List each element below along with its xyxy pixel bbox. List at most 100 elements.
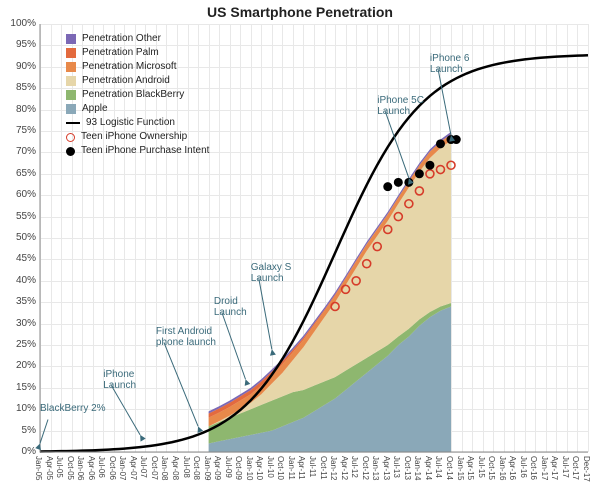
x-tick-label: Oct-11	[319, 456, 328, 479]
x-tick-label: Apr-09	[213, 456, 222, 480]
y-tick-label: 45%	[4, 253, 36, 264]
legend-label: Penetration Android	[82, 74, 170, 88]
x-tick-label: Jan-16	[498, 456, 507, 480]
x-tick-label: Jul-09	[224, 456, 233, 478]
annot-label: First Androidphone launch	[156, 326, 216, 348]
x-tick-label: Jul-05	[55, 456, 64, 478]
x-tick-label: Jan-11	[287, 456, 296, 480]
annot-arrow	[111, 385, 140, 435]
legend-swatch	[66, 122, 80, 124]
x-tick-label: Jan-08	[160, 456, 169, 480]
x-tick-label: Apr-16	[508, 456, 517, 480]
x-tick-label: Oct-12	[361, 456, 370, 480]
x-tick-label: Oct-07	[150, 456, 159, 480]
y-tick-label: 5%	[4, 425, 36, 436]
x-tick-label: Jan-15	[456, 456, 465, 480]
legend-item: Penetration Other	[66, 32, 209, 46]
x-tick-label: Dec-17	[582, 456, 591, 482]
annot-label: Galaxy SLaunch	[251, 262, 292, 284]
y-tick-label: 70%	[4, 146, 36, 157]
legend-item: Penetration Android	[66, 74, 209, 88]
x-tick-label: Oct-14	[445, 456, 454, 480]
annot-label: iPhone 5CLaunch	[377, 95, 424, 117]
x-tick-label: Jul-14	[434, 456, 443, 478]
annot-label: iPhone 6Launch	[430, 53, 469, 75]
annot-arrow	[438, 69, 451, 136]
teen-intent-marker	[394, 178, 402, 186]
legend-swatch	[66, 62, 76, 72]
x-tick-label: Jan-10	[245, 456, 254, 480]
y-tick-label: 10%	[4, 403, 36, 414]
y-tick-label: 20%	[4, 360, 36, 371]
annot-arrow	[259, 278, 272, 349]
x-tick-label: Apr-15	[466, 456, 475, 480]
x-tick-label: Oct-08	[192, 456, 201, 480]
x-tick-label: Jan-13	[371, 456, 380, 480]
y-tick-label: 30%	[4, 318, 36, 329]
x-tick-label: Jan-17	[540, 456, 549, 480]
chart-root: US Smartphone Penetration 0%5%10%15%20%2…	[0, 0, 600, 504]
annot-label: DroidLaunch	[214, 296, 247, 318]
annot-arrowhead	[243, 378, 251, 386]
y-tick-label: 90%	[4, 61, 36, 72]
x-tick-label: Jul-08	[182, 456, 191, 478]
legend-swatch	[66, 48, 76, 58]
x-tick-label: Jul-17	[561, 456, 570, 478]
x-tick-label: Oct-09	[234, 456, 243, 480]
legend-swatch	[66, 76, 76, 86]
legend-swatch	[66, 133, 75, 142]
annot-arrowhead	[138, 433, 146, 441]
annot-arrow	[40, 419, 48, 443]
x-tick-label: Apr-17	[550, 456, 559, 480]
x-tick-label: Jan-06	[76, 456, 85, 480]
legend-label: Penetration Microsoft	[82, 60, 177, 74]
legend-item: Penetration BlackBerry	[66, 88, 209, 102]
x-tick-label: Apr-12	[340, 456, 349, 480]
y-tick-label: 15%	[4, 382, 36, 393]
legend-label: 93 Logistic Function	[86, 116, 175, 130]
y-tick-label: 80%	[4, 104, 36, 115]
x-tick-label: Jul-06	[97, 456, 106, 478]
x-tick-label: Jan-14	[413, 456, 422, 480]
x-tick-label: Oct-15	[487, 456, 496, 480]
legend-label: Penetration Other	[82, 32, 161, 46]
y-tick-label: 25%	[4, 339, 36, 350]
x-tick-label: Apr-05	[45, 456, 54, 480]
legend-swatch	[66, 104, 76, 114]
legend-item: Teen iPhone Purchase Intent	[66, 144, 209, 158]
x-tick-label: Jul-16	[519, 456, 528, 478]
x-tick-label: Jul-10	[266, 456, 275, 478]
y-tick-label: 65%	[4, 168, 36, 179]
x-tick-label: Jul-12	[350, 456, 359, 478]
y-tick-label: 85%	[4, 82, 36, 93]
y-tick-label: 55%	[4, 211, 36, 222]
legend-swatch	[66, 90, 76, 100]
x-tick-label: Jan-05	[34, 456, 43, 480]
legend-swatch	[66, 147, 75, 156]
y-tick-label: 95%	[4, 39, 36, 50]
y-tick-label: 60%	[4, 189, 36, 200]
x-tick-label: Apr-11	[297, 456, 306, 479]
x-tick-label: Oct-13	[403, 456, 412, 480]
x-tick-label: Oct-10	[276, 456, 285, 480]
legend-label: Teen iPhone Purchase Intent	[81, 144, 209, 158]
x-tick-label: Oct-16	[529, 456, 538, 480]
y-tick-label: 75%	[4, 125, 36, 136]
legend-item: Penetration Microsoft	[66, 60, 209, 74]
x-tick-label: Apr-07	[129, 456, 138, 480]
legend: Penetration OtherPenetration PalmPenetra…	[66, 32, 209, 158]
x-tick-label: Apr-08	[171, 456, 180, 480]
x-tick-label: Jul-15	[477, 456, 486, 478]
x-tick-label: Apr-14	[424, 456, 433, 480]
annot-label: iPhoneLaunch	[103, 369, 136, 391]
x-tick-label: Jul-07	[139, 456, 148, 478]
legend-item: Teen iPhone Ownership	[66, 130, 209, 144]
annot-label: BlackBerry 2%	[40, 403, 106, 414]
legend-item: 93 Logistic Function	[66, 116, 209, 130]
x-tick-label: Apr-13	[382, 456, 391, 480]
y-tick-label: 40%	[4, 275, 36, 286]
legend-label: Teen iPhone Ownership	[81, 130, 187, 144]
x-tick-label: Oct-17	[571, 456, 580, 480]
annot-arrow	[222, 312, 246, 379]
annot-arrowhead	[269, 349, 276, 356]
